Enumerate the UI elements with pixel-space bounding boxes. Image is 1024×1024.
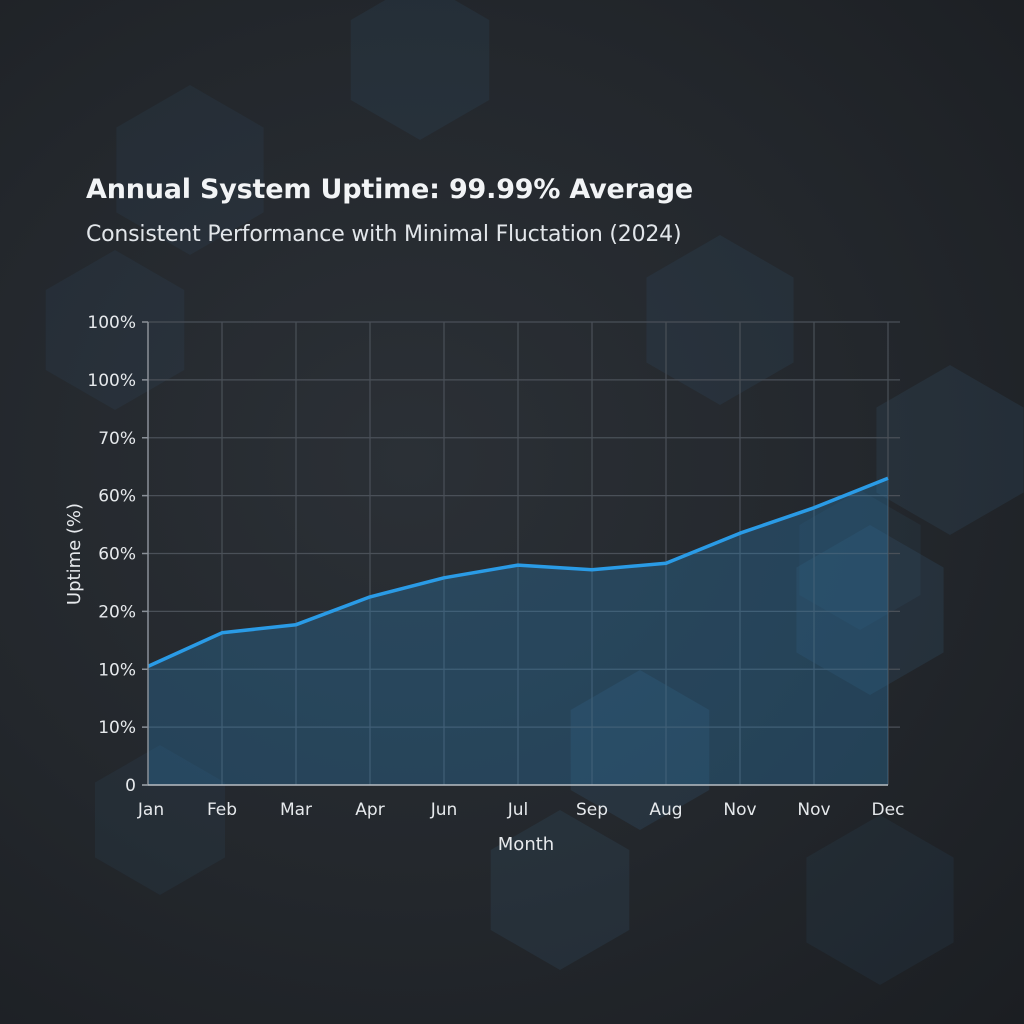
y-tick-label: 100% — [87, 371, 136, 391]
hexagon-shape — [799, 490, 921, 630]
y-axis-label: Uptime (%) — [64, 503, 85, 605]
y-tick-label: 60% — [98, 545, 136, 565]
hexagon-shape — [350, 0, 490, 140]
hexagon-shape — [570, 670, 710, 830]
x-tick-label: Dec — [872, 800, 905, 820]
y-tick-label: 10% — [98, 660, 136, 680]
hexagon-shape — [646, 235, 794, 405]
hexagon-shape — [876, 365, 1024, 535]
x-tick-label: Nov — [797, 800, 830, 820]
area-fill — [148, 478, 888, 785]
hexagon-shape — [490, 810, 630, 970]
x-tick-label: Mar — [280, 800, 312, 820]
chart-subtitle: Consistent Performance with Minimal Fluc… — [86, 222, 682, 247]
y-tick-label: 20% — [98, 602, 136, 622]
chart-title: Annual System Uptime: 99.99% Average — [86, 174, 694, 205]
grid-lines — [148, 321, 900, 785]
x-tick-labels: Jan Feb Mar Apr Jun Jul Sep Aug Nov Nov Dec — [137, 800, 905, 820]
y-tick-label: 10% — [98, 718, 136, 738]
y-tick-labels: 0 10% 10% 20% 60% 60% 70% 100% 100% — [87, 313, 148, 796]
x-tick-label: Jun — [430, 800, 458, 820]
x-tick-label: Sep — [576, 800, 608, 820]
hexagon-shape — [45, 250, 185, 410]
hexagon-shape — [796, 525, 944, 695]
x-tick-label: Nov — [723, 800, 756, 820]
hexagon-shape — [806, 815, 954, 985]
y-tick-label: 70% — [98, 429, 136, 449]
hexagon-shape — [116, 85, 264, 255]
x-axis-label: Month — [498, 834, 554, 855]
x-tick-label: Jul — [507, 800, 529, 820]
x-tick-label: Aug — [649, 800, 682, 820]
x-tick-label: Jan — [137, 800, 164, 820]
hexagon-shape — [95, 745, 225, 895]
x-tick-label: Feb — [207, 800, 237, 820]
x-tick-label: Apr — [355, 800, 384, 820]
y-tick-label: 60% — [98, 487, 136, 507]
y-tick-label: 0 — [125, 776, 136, 796]
series-line — [147, 476, 889, 668]
y-tick-label: 100% — [87, 313, 136, 333]
